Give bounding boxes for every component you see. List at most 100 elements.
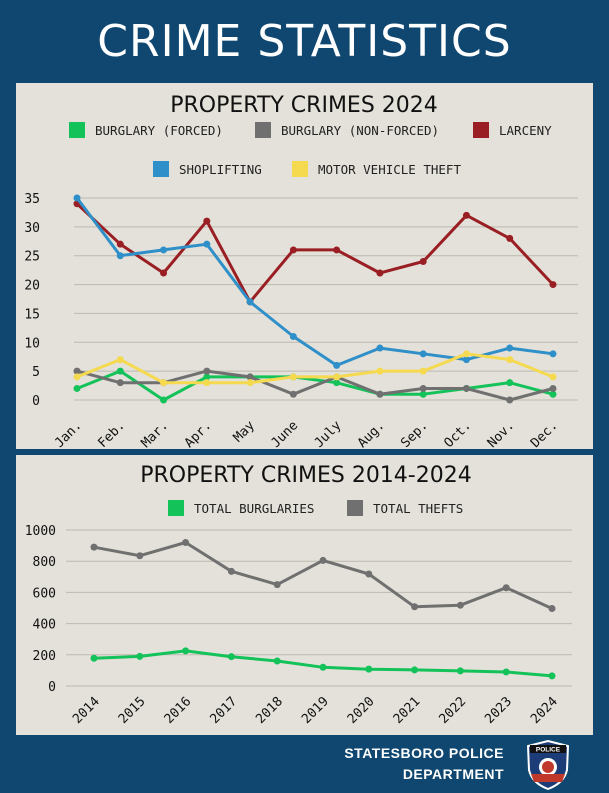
legend-swatch-burglary-forced xyxy=(69,122,85,138)
x-tick-label: Mar. xyxy=(139,418,172,451)
y-tick-label: 15 xyxy=(24,307,40,322)
data-point-burglary-forced xyxy=(73,384,81,392)
legend-swatch-burglary-non-forced xyxy=(255,122,271,138)
x-tick-label: Jan. xyxy=(52,418,85,451)
data-point-shoplifting xyxy=(419,350,427,358)
data-point-total-thefts xyxy=(273,581,281,589)
data-point-shoplifting xyxy=(160,246,168,254)
data-point-burglary-non-forced xyxy=(462,384,470,392)
x-tick-label: 2024 xyxy=(528,694,561,727)
footer-bar: STATESBORO POLICE DEPARTMENT xyxy=(0,735,609,793)
data-point-burglary-forced xyxy=(160,396,168,404)
data-point-burglary-non-forced xyxy=(73,367,81,375)
property-crimes-2014-2024-chart: PROPERTY CRIMES 2014-2024 TOTAL BURGLARIE… xyxy=(25,463,572,727)
data-point-burglary-forced xyxy=(203,373,211,381)
y-tick-label: 800 xyxy=(33,555,56,570)
police-badge-icon: POLICE xyxy=(526,740,570,790)
data-point-total-thefts xyxy=(90,543,98,551)
data-point-burglary-non-forced xyxy=(419,384,427,392)
y-tick-label: 35 xyxy=(24,192,40,207)
data-point-burglary-forced xyxy=(116,367,124,375)
x-tick-label: Dec. xyxy=(528,418,561,451)
y-tick-label: 200 xyxy=(33,649,56,664)
data-point-burglary-non-forced xyxy=(549,384,557,392)
y-tick-label: 30 xyxy=(24,221,40,236)
x-tick-label: 2020 xyxy=(345,694,378,727)
x-tick-label: 2015 xyxy=(116,694,149,727)
department-name-line1: STATESBORO POLICE xyxy=(344,745,504,761)
legend-swatch-motor-vehicle-theft xyxy=(292,161,308,177)
legend-swatch-shoplifting xyxy=(153,161,169,177)
data-point-total-burglaries xyxy=(273,657,281,665)
series-line-motor-vehicle-theft xyxy=(75,352,555,385)
data-point-total-burglaries xyxy=(319,663,327,671)
series-line-burglary-forced xyxy=(75,369,555,402)
data-point-shoplifting xyxy=(549,350,557,358)
data-point-larceny xyxy=(506,234,514,242)
data-point-burglary-forced xyxy=(419,390,427,398)
data-point-burglary-forced xyxy=(506,379,514,387)
x-tick-label: 2016 xyxy=(162,694,195,727)
data-point-total-thefts xyxy=(456,601,464,609)
y-tick-label: 400 xyxy=(33,618,56,633)
data-point-shoplifting xyxy=(289,333,297,341)
data-point-larceny xyxy=(376,269,384,277)
x-tick-label: 2022 xyxy=(436,694,469,727)
data-point-shoplifting xyxy=(333,361,341,369)
data-point-larceny xyxy=(203,217,211,225)
chart-panel-2014-2024: PROPERTY CRIMES 2014-2024 TOTAL BURGLARIE… xyxy=(16,455,593,735)
data-point-burglary-forced xyxy=(333,379,341,387)
x-tick-label: Sep. xyxy=(398,418,431,451)
data-point-burglary-non-forced xyxy=(289,390,297,398)
x-tick-label: 2017 xyxy=(207,694,240,727)
chart-title: PROPERTY CRIMES 2024 xyxy=(170,93,438,118)
legend-label-burglary-forced: BURGLARY (FORCED) xyxy=(95,123,223,138)
x-tick-label: Oct. xyxy=(442,418,475,451)
page-title: CRIME STATISTICS xyxy=(97,16,512,67)
data-point-motor-vehicle-theft xyxy=(116,356,124,364)
series-line-burglary-non-forced xyxy=(75,369,555,402)
data-point-total-burglaries xyxy=(227,653,235,661)
series-line-shoplifting xyxy=(75,196,555,367)
x-tick-label: Nov. xyxy=(485,418,518,451)
data-point-total-thefts xyxy=(227,567,235,575)
data-point-total-thefts xyxy=(365,570,373,578)
data-point-larceny xyxy=(333,246,341,254)
data-point-larceny xyxy=(289,246,297,254)
data-point-shoplifting xyxy=(73,194,81,202)
legend-label-total-thefts: TOTAL THEFTS xyxy=(373,501,463,516)
data-point-total-burglaries xyxy=(456,667,464,675)
legend-label-larceny: LARCENY xyxy=(499,123,552,138)
data-point-larceny xyxy=(116,240,124,248)
data-point-total-thefts xyxy=(182,538,190,546)
data-point-shoplifting xyxy=(246,298,254,306)
data-point-burglary-non-forced xyxy=(246,373,254,381)
data-point-motor-vehicle-theft xyxy=(246,379,254,387)
data-point-burglary-non-forced xyxy=(203,367,211,375)
x-tick-label: 2018 xyxy=(253,694,286,727)
y-tick-label: 1000 xyxy=(25,524,56,539)
property-crimes-2024-chart: PROPERTY CRIMES 2024 BURGLARY (FORCED) BUR… xyxy=(24,93,578,451)
data-point-motor-vehicle-theft xyxy=(376,367,384,375)
y-tick-label: 25 xyxy=(24,250,40,265)
x-tick-label: 2014 xyxy=(70,694,103,727)
data-point-motor-vehicle-theft xyxy=(549,373,557,381)
chart-panel-2024: PROPERTY CRIMES 2024 BURGLARY (FORCED) BUR… xyxy=(16,83,593,451)
x-tick-label: May xyxy=(231,418,258,445)
y-tick-label: 0 xyxy=(48,680,56,695)
department-name: STATESBORO POLICE DEPARTMENT xyxy=(344,743,504,785)
data-point-motor-vehicle-theft xyxy=(289,373,297,381)
y-tick-label: 10 xyxy=(24,336,40,351)
data-point-motor-vehicle-theft xyxy=(506,356,514,364)
data-point-total-thefts xyxy=(136,552,144,560)
legend-label-motor-vehicle-theft: MOTOR VEHICLE THEFT xyxy=(318,162,461,177)
legend-label-burglary-non-forced: BURGLARY (NON-FORCED) xyxy=(281,123,439,138)
badge-label: POLICE xyxy=(536,747,561,754)
x-tick-label: June xyxy=(268,418,301,451)
data-point-shoplifting xyxy=(506,344,514,352)
data-point-larceny xyxy=(419,257,427,265)
data-point-motor-vehicle-theft xyxy=(73,373,81,381)
x-tick-label: 2023 xyxy=(482,694,515,727)
legend-swatch-larceny xyxy=(473,122,489,138)
